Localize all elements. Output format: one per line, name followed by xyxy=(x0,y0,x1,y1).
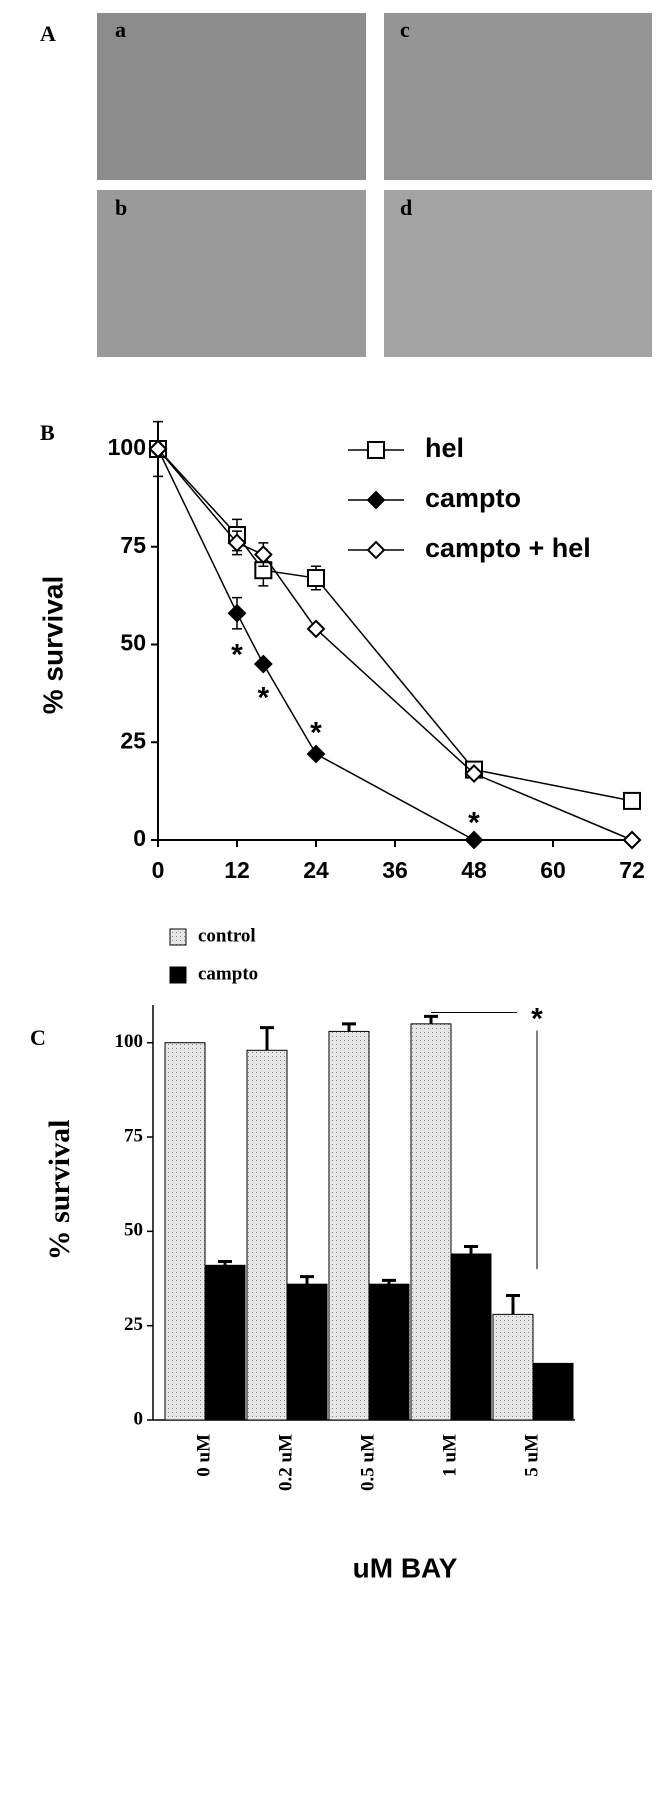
panel-label: A xyxy=(40,21,56,46)
x-axis-label: uM BAY xyxy=(353,1552,458,1583)
bar xyxy=(286,1283,328,1421)
panel-label: B xyxy=(40,420,55,445)
micrograph xyxy=(97,13,366,180)
error-bar xyxy=(260,1026,274,1051)
line xyxy=(157,448,633,802)
legend-marker xyxy=(366,490,386,510)
bar xyxy=(328,1030,370,1421)
marker xyxy=(306,619,326,639)
error-bar xyxy=(382,1278,396,1285)
marker xyxy=(227,603,247,623)
error-bar xyxy=(342,1022,356,1032)
bar xyxy=(492,1313,534,1421)
bar xyxy=(204,1264,246,1421)
panel-label: C xyxy=(30,1025,46,1050)
marker xyxy=(464,764,484,783)
bar xyxy=(450,1253,492,1421)
photo-label: c xyxy=(400,17,410,42)
bar xyxy=(532,1362,574,1421)
x-tick-label: 36 xyxy=(382,857,408,883)
y-tick-label: 50 xyxy=(120,630,146,656)
micrograph xyxy=(97,190,366,357)
marker xyxy=(464,830,484,850)
photo-label: b xyxy=(115,195,127,220)
micrograph xyxy=(384,190,652,357)
marker xyxy=(227,533,247,553)
annotation: * xyxy=(231,638,243,671)
y-tick-label: 25 xyxy=(124,1314,143,1335)
x-tick-label: 72 xyxy=(619,857,645,883)
error-bar xyxy=(218,1260,232,1266)
x-tick-label: 0 uM xyxy=(193,1434,214,1477)
marker xyxy=(306,744,326,764)
y-axis-label: % survival xyxy=(43,1120,76,1261)
x-tick-label: 0 xyxy=(152,857,165,883)
bar xyxy=(410,1023,452,1421)
marker xyxy=(623,791,641,810)
y-tick-label: 100 xyxy=(115,1031,144,1052)
y-tick-label: 0 xyxy=(134,1408,144,1429)
marker xyxy=(307,569,325,588)
x-tick-label: 0.5 uM xyxy=(357,1434,378,1491)
x-tick-label: 48 xyxy=(461,857,487,883)
y-tick-label: 50 xyxy=(124,1220,143,1241)
photo-label: d xyxy=(400,195,412,220)
legend-marker xyxy=(366,540,386,560)
legend-label: campto xyxy=(198,963,258,984)
marker xyxy=(253,545,273,564)
error-bar xyxy=(424,1014,438,1024)
bar xyxy=(246,1049,288,1421)
x-tick-label: 5 uM xyxy=(521,1434,542,1477)
annotation: * xyxy=(531,1002,543,1035)
annotation: * xyxy=(257,681,269,714)
legend-label: campto xyxy=(425,483,521,513)
line xyxy=(157,448,632,841)
marker xyxy=(622,830,642,850)
y-tick-label: 75 xyxy=(124,1125,143,1146)
error-bar xyxy=(506,1294,520,1315)
marker xyxy=(253,654,273,674)
legend-label: campto + hel xyxy=(425,533,591,563)
y-tick-label: 25 xyxy=(120,727,146,753)
x-tick-label: 24 xyxy=(303,857,329,883)
x-tick-label: 0.2 uM xyxy=(275,1434,296,1491)
annotation: * xyxy=(468,806,480,839)
error-bar xyxy=(464,1244,478,1254)
micrograph xyxy=(384,13,652,180)
legend-swatch xyxy=(169,928,187,946)
error-bar xyxy=(300,1275,314,1285)
annotation: * xyxy=(310,717,322,750)
x-tick-label: 1 uM xyxy=(439,1434,460,1477)
y-tick-label: 75 xyxy=(120,532,146,558)
marker xyxy=(148,439,168,459)
legend-marker xyxy=(367,441,385,459)
bar xyxy=(164,1042,206,1421)
significance-bracket xyxy=(431,1012,538,1270)
legend-swatch xyxy=(169,966,187,984)
legend-label: control xyxy=(198,925,256,946)
y-axis-label: % survival xyxy=(37,576,68,715)
y-tick-label: 100 xyxy=(108,434,146,460)
line xyxy=(157,448,633,841)
bar xyxy=(368,1283,410,1421)
x-tick-label: 12 xyxy=(224,857,250,883)
legend-label: hel xyxy=(425,433,464,463)
photo-label: a xyxy=(115,17,126,42)
x-tick-label: 60 xyxy=(540,857,566,883)
y-tick-label: 0 xyxy=(133,825,146,851)
